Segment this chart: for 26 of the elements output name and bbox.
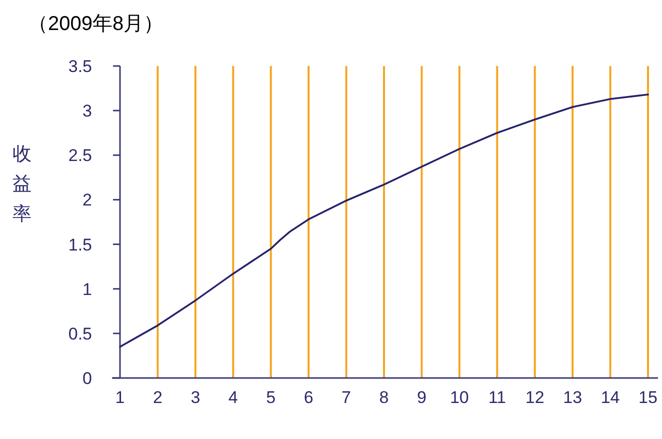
y-tick-label: 0.5: [68, 324, 92, 344]
x-tick-label: 10: [450, 388, 469, 407]
y-tick-label: 2.5: [68, 146, 92, 166]
x-tick-label: 6: [304, 388, 314, 407]
y-tick-label: 1.5: [68, 235, 92, 254]
y-tick-label: 2: [82, 190, 92, 210]
x-tick-label: 5: [266, 388, 276, 407]
chart-title: （2009年8月）: [28, 13, 164, 35]
x-tick-label: 7: [342, 388, 352, 407]
x-tick-label: 15: [638, 388, 658, 407]
line-series: [119, 94, 649, 348]
y-tick-label: 3.5: [68, 57, 92, 76]
x-tick-label: 4: [228, 388, 238, 407]
y-axis-title: 收益率: [12, 144, 32, 225]
x-tick-label: 1: [115, 388, 125, 407]
y-tick-label: 3: [82, 102, 92, 121]
x-tick-label: 3: [190, 388, 200, 407]
x-tick-label: 11: [488, 388, 506, 407]
x-tick-label: 2: [152, 388, 162, 407]
x-tick-label: 14: [600, 388, 620, 407]
x-tick-label: 8: [379, 388, 389, 407]
y-tick-label: 0: [82, 369, 92, 388]
y-tick-label: 1: [82, 280, 92, 299]
x-tick-label: 13: [563, 388, 582, 407]
x-tick-label: 12: [525, 388, 544, 407]
x-tick-label: 9: [416, 388, 426, 407]
